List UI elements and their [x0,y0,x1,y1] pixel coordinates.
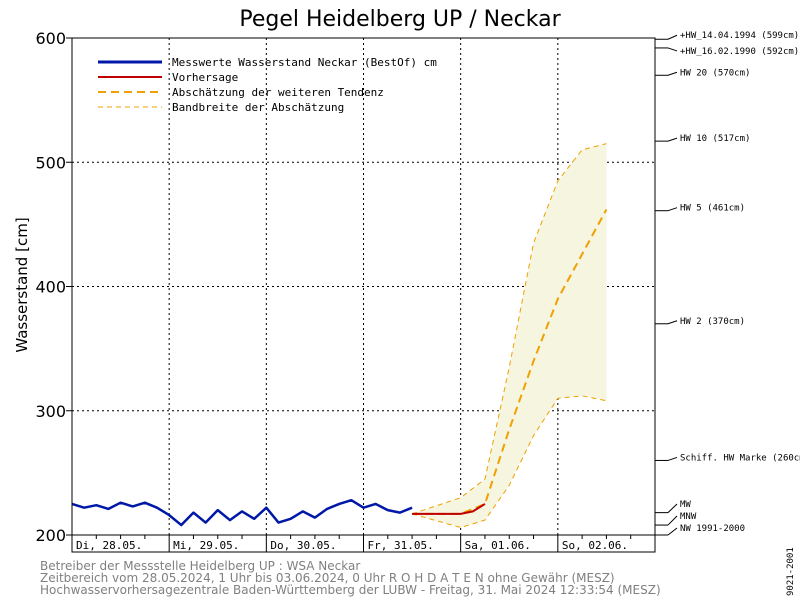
x-tick-label: Fr, 31.05. [368,539,434,552]
level-marker-label: HW 5 (461cm) [680,204,745,214]
y-tick-label: 400 [35,278,66,297]
estimate-band [411,143,607,529]
footer-time-range: Zeitbereich vom 28.05.2024, 1 Uhr bis 03… [40,571,615,585]
chart-title: Pegel Heidelberg UP / Neckar [239,7,561,32]
estimate-band-area [412,143,607,528]
x-tick-label: So, 02.06. [562,539,628,552]
y-tick-label: 600 [35,29,66,48]
y-axis-label: Wasserstand [cm] [13,217,31,352]
level-marker-leader [667,515,678,526]
level-marker-label: +HW_16.02.1990 (592cm) [680,47,799,57]
series-lines [71,208,608,527]
measured-series-line [71,498,413,527]
level-marker-label: HW 2 (370cm) [680,317,745,327]
footer-source: Hochwasservorhersagezentrale Baden-Württ… [40,583,661,597]
level-marker-leader [667,71,678,76]
tendency-series-line [412,208,608,515]
y-tick-label: 300 [35,402,66,421]
level-marker-label: MW [680,500,691,510]
level-marker-label: NW 1991-2000 [680,524,745,534]
x-ticks: Di, 28.05. Mi, 29.05. Do, 30.05. Fr, 31.05.… [72,534,655,552]
legend-label-measured: Messwerte Wasserstand Neckar (BestOf) cm [172,56,437,69]
x-tick-label: Sa, 01.06. [465,539,531,552]
y-tick-label: 200 [35,526,66,545]
level-marker-leader [667,34,678,40]
level-marker-leader [667,47,678,52]
level-marker-label: HW 20 (570cm) [680,68,750,78]
legend-label-band: Bandbreite der Abschätzung [172,101,344,114]
x-tick-label: Do, 30.05. [270,539,336,552]
x-tick-label: Mi, 29.05. [173,539,239,552]
level-marker-leader [667,207,678,212]
level-marker-label: HW 10 (517cm) [680,134,750,144]
estimate-band-lower [411,395,607,529]
y-ticks: 200 300 400 500 600 [35,29,72,545]
footer-code: 9021-2001 [786,547,796,596]
level-markers: +HW_14.04.1994 (599cm) +HW_16.02.1990 (59… [655,31,800,536]
legend-label-tendency: Abschätzung der weiteren Tendenz [172,86,384,99]
level-marker-leader [667,320,678,325]
level-marker-label: +HW_14.04.1994 (599cm) [680,31,799,41]
level-marker-leader [667,456,678,461]
level-marker-leader [667,137,678,142]
level-marker-label: Schiff. HW Marke (260cm) [680,453,800,463]
estimate-band-upper [411,143,607,515]
level-marker-leader [667,503,678,513]
forecast-series-line [412,503,486,515]
level-marker-label: MNW [680,512,697,522]
footer-operator: Betreiber der Messstelle Heidelberg UP :… [40,559,360,573]
legend-label-forecast: Vorhersage [172,71,238,84]
legend: Messwerte Wasserstand Neckar (BestOf) cm… [98,56,437,114]
x-tick-label: Di, 28.05. [76,539,142,552]
y-tick-label: 500 [35,153,66,172]
level-marker-leader [667,527,678,536]
